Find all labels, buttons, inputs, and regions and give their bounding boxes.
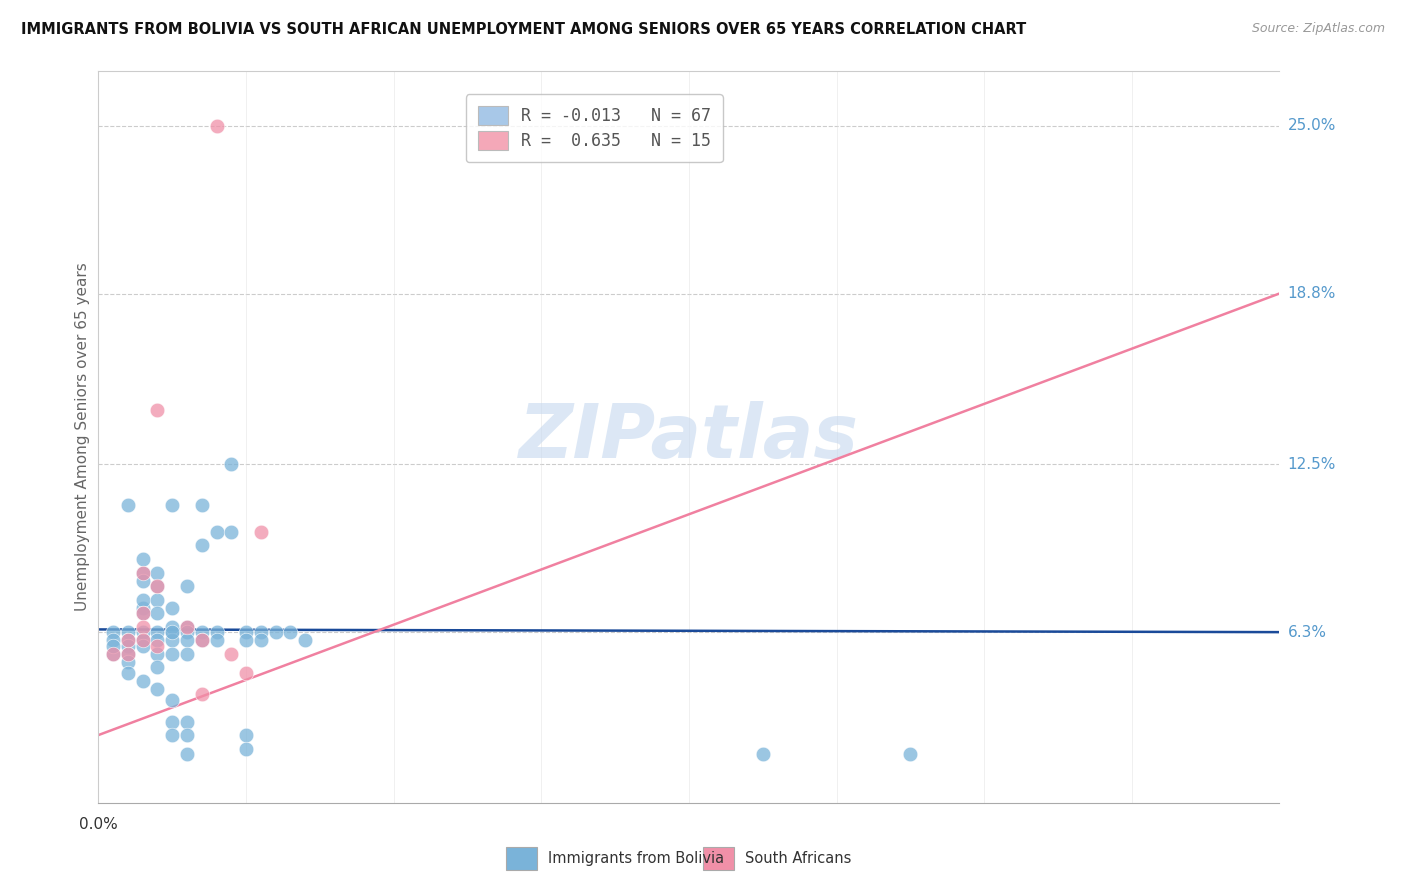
Point xyxy=(176,620,198,634)
Point xyxy=(162,714,183,729)
Point xyxy=(250,625,273,640)
Text: 25.0%: 25.0% xyxy=(1288,118,1336,133)
Point xyxy=(205,119,228,133)
Point xyxy=(176,633,198,648)
Point xyxy=(176,625,198,640)
Point xyxy=(117,639,139,653)
Text: 6.3%: 6.3% xyxy=(1288,624,1327,640)
Point xyxy=(205,633,228,648)
Point xyxy=(132,552,155,566)
Point xyxy=(162,693,183,707)
Point xyxy=(117,655,139,669)
Text: Source: ZipAtlas.com: Source: ZipAtlas.com xyxy=(1251,22,1385,36)
Point xyxy=(219,647,242,661)
Point xyxy=(235,741,257,756)
Point xyxy=(146,566,169,580)
Point xyxy=(146,633,169,648)
Point xyxy=(103,625,124,640)
Point xyxy=(176,620,198,634)
Point xyxy=(235,728,257,742)
Point xyxy=(176,647,198,661)
Point xyxy=(898,747,921,761)
Point xyxy=(278,625,301,640)
Point xyxy=(162,625,183,640)
Point xyxy=(162,728,183,742)
Point xyxy=(132,639,155,653)
Point xyxy=(103,633,124,648)
Legend: R = -0.013   N = 67, R =  0.635   N = 15: R = -0.013 N = 67, R = 0.635 N = 15 xyxy=(467,95,723,162)
Point xyxy=(162,625,183,640)
Point xyxy=(146,639,169,653)
Point xyxy=(191,538,214,552)
Point xyxy=(250,633,273,648)
Point xyxy=(191,498,214,512)
Point xyxy=(191,633,214,648)
Point xyxy=(146,647,169,661)
Point xyxy=(264,625,287,640)
Point xyxy=(162,633,183,648)
Point xyxy=(191,633,214,648)
Point xyxy=(132,566,155,580)
Point xyxy=(103,647,124,661)
Text: South Africans: South Africans xyxy=(745,851,852,866)
Y-axis label: Unemployment Among Seniors over 65 years: Unemployment Among Seniors over 65 years xyxy=(75,263,90,611)
Point xyxy=(205,524,228,539)
Point xyxy=(162,647,183,661)
Point xyxy=(219,524,242,539)
Point xyxy=(132,566,155,580)
Point xyxy=(235,633,257,648)
Point xyxy=(235,665,257,680)
Point xyxy=(117,633,139,648)
Point xyxy=(132,673,155,688)
Point xyxy=(117,647,139,661)
Point xyxy=(162,620,183,634)
Point xyxy=(146,606,169,620)
Point xyxy=(162,498,183,512)
Point xyxy=(103,647,124,661)
Point xyxy=(117,498,139,512)
Text: Immigrants from Bolivia: Immigrants from Bolivia xyxy=(548,851,724,866)
Point xyxy=(132,620,155,634)
Point xyxy=(146,681,169,696)
Text: 18.8%: 18.8% xyxy=(1288,286,1336,301)
Point xyxy=(132,633,155,648)
Point xyxy=(132,592,155,607)
Text: 0.0%: 0.0% xyxy=(79,817,118,832)
Point xyxy=(117,625,139,640)
Point xyxy=(176,747,198,761)
Point xyxy=(205,625,228,640)
Point xyxy=(117,633,139,648)
Point xyxy=(146,579,169,593)
Text: ZIPatlas: ZIPatlas xyxy=(519,401,859,474)
Point xyxy=(176,579,198,593)
Point xyxy=(132,606,155,620)
Point xyxy=(176,714,198,729)
Point xyxy=(117,647,139,661)
Point xyxy=(132,606,155,620)
Point xyxy=(132,574,155,588)
Point xyxy=(176,728,198,742)
Point xyxy=(146,625,169,640)
Point xyxy=(751,747,773,761)
Text: 12.5%: 12.5% xyxy=(1288,457,1336,472)
Point xyxy=(132,625,155,640)
Point xyxy=(146,660,169,674)
Point xyxy=(103,639,124,653)
Point xyxy=(250,524,273,539)
Point xyxy=(132,633,155,648)
Point xyxy=(146,592,169,607)
Point xyxy=(117,665,139,680)
Point xyxy=(162,600,183,615)
Point xyxy=(146,403,169,417)
Point xyxy=(132,600,155,615)
Point xyxy=(219,457,242,471)
Point xyxy=(294,633,316,648)
Point xyxy=(235,625,257,640)
Point xyxy=(146,579,169,593)
Text: IMMIGRANTS FROM BOLIVIA VS SOUTH AFRICAN UNEMPLOYMENT AMONG SENIORS OVER 65 YEAR: IMMIGRANTS FROM BOLIVIA VS SOUTH AFRICAN… xyxy=(21,22,1026,37)
Point xyxy=(191,688,214,702)
Point xyxy=(191,625,214,640)
